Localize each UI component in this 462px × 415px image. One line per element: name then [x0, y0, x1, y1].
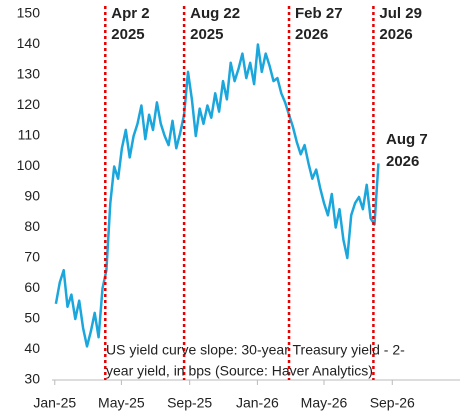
- y-tick-label: 140: [17, 35, 41, 51]
- y-tick-label: 80: [24, 218, 40, 234]
- y-tick-label: 50: [24, 310, 40, 326]
- event-label: 2025: [190, 26, 223, 43]
- x-tick-label: Jan-25: [33, 395, 76, 411]
- y-tick-label: 90: [24, 188, 40, 204]
- note: US yield curve slope: 30-year Treasury y…: [106, 342, 405, 358]
- note: year yield, in bps (Source: Haver Analyt…: [106, 363, 373, 379]
- x-tick-label: Sep-26: [370, 395, 415, 411]
- event-label: Feb 27: [295, 5, 343, 22]
- series-line: [54, 43, 380, 348]
- y-tick-label: 70: [24, 249, 40, 265]
- y-tick-label: 130: [17, 66, 41, 82]
- x-tick-label: Jan-26: [236, 395, 279, 411]
- y-tick-label: 120: [17, 96, 41, 112]
- x-tick-label: May-25: [98, 395, 145, 411]
- y-tick-label: 100: [17, 157, 41, 173]
- event-label: Jul 29: [379, 5, 422, 22]
- event-label: Apr 2: [111, 5, 149, 22]
- y-tick-label: 110: [18, 127, 41, 143]
- x-tick-label: May-26: [301, 395, 348, 411]
- event-label: 2026: [295, 26, 328, 43]
- end-label: 2026: [386, 153, 419, 170]
- x-tick-label: Sep-25: [167, 395, 212, 411]
- event-label: 2025: [111, 26, 144, 43]
- y-tick-label: 150: [17, 5, 41, 21]
- event-label: 2026: [379, 26, 412, 43]
- y-tick-label: 60: [24, 279, 40, 295]
- y-tick-label: 30: [24, 371, 40, 387]
- event-label: Aug 22: [190, 5, 240, 22]
- end-label: Aug 7: [386, 131, 428, 148]
- y-tick-label: 40: [24, 340, 40, 356]
